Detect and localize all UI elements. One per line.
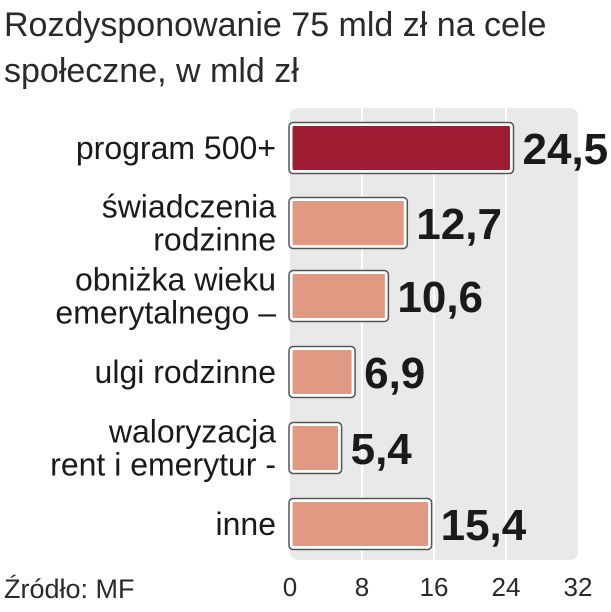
value-label-4: 5,4 xyxy=(351,425,413,474)
category-label-5: inne xyxy=(216,506,277,542)
value-label-2: 10,6 xyxy=(397,273,483,322)
value-label-3: 6,9 xyxy=(364,349,425,398)
bar-outline-3 xyxy=(288,345,356,399)
category-label-1-1: rodzinne xyxy=(153,222,276,258)
value-label-0: 24,5 xyxy=(523,125,609,174)
x-tick-label-24: 24 xyxy=(492,572,521,602)
bar-outline-5 xyxy=(288,497,433,551)
bar-4 xyxy=(289,423,342,473)
value-label-5: 15,4 xyxy=(441,501,527,550)
bar-outline-4 xyxy=(288,421,343,475)
source-note: Źródło: MF xyxy=(4,574,135,604)
bar-outline-0 xyxy=(288,121,515,175)
category-label-4-0: waloryzacja xyxy=(108,414,276,450)
x-tick-label-16: 16 xyxy=(420,572,449,602)
x-tick-label-0: 0 xyxy=(283,572,297,602)
bar-5 xyxy=(289,499,432,549)
x-tick-label-8: 8 xyxy=(355,572,369,602)
bar-1 xyxy=(289,198,407,248)
category-label-4-1: rent i emerytur - xyxy=(50,447,276,483)
bar-0 xyxy=(289,123,513,173)
category-label-3: ulgi rodzinne xyxy=(95,354,276,390)
bar-2 xyxy=(289,271,388,321)
category-label-2-1: emerytalnego – xyxy=(55,295,276,331)
bar-outline-1 xyxy=(288,196,409,250)
bar-3 xyxy=(289,347,355,397)
category-label-0: program 500+ xyxy=(76,130,276,166)
x-tick-label-32: 32 xyxy=(564,572,593,602)
bar-outline-2 xyxy=(288,269,390,323)
category-label-2-0: obniżka wieku xyxy=(75,262,276,298)
value-label-1: 12,7 xyxy=(416,200,502,249)
chart-title: Rozdysponowanie 75 mld zł na cele społec… xyxy=(4,6,547,90)
category-label-1-0: świadczenia xyxy=(102,189,277,225)
